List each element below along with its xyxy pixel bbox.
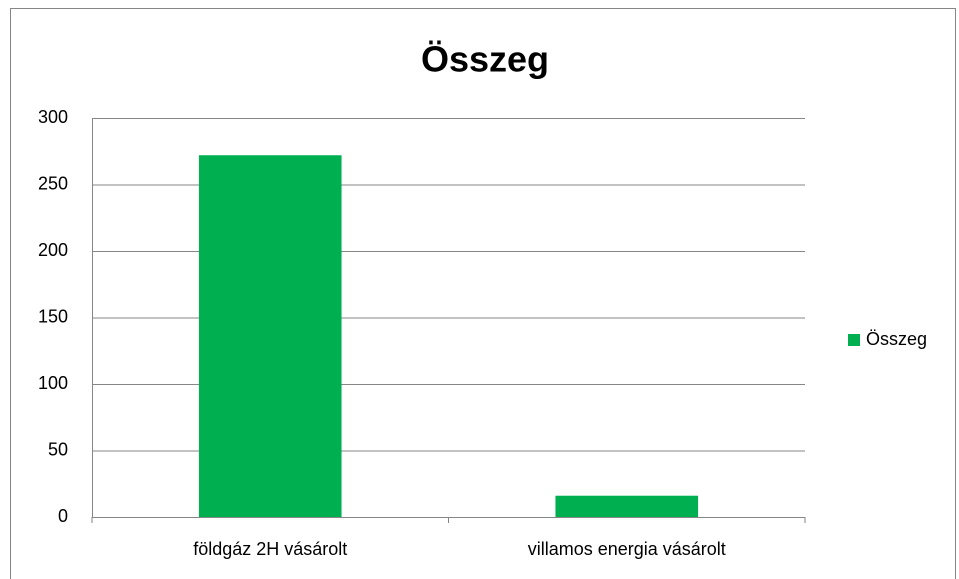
y-tick-label: 100 — [38, 373, 68, 393]
y-tick-label: 0 — [58, 506, 68, 526]
y-tick-label: 150 — [38, 306, 68, 326]
y-tick-label: 250 — [38, 173, 68, 193]
y-tick-label: 50 — [48, 439, 68, 459]
y-tick-label: 200 — [38, 240, 68, 260]
legend-swatch — [848, 334, 860, 346]
chart-title: Összeg — [421, 39, 549, 80]
bar — [198, 155, 342, 518]
y-tick-label: 300 — [38, 107, 68, 127]
x-tick-label: villamos energia vásárolt — [528, 539, 726, 559]
legend-label: Összeg — [866, 329, 927, 349]
x-tick-label: földgáz 2H vásárolt — [193, 539, 347, 559]
chart-border — [10, 8, 956, 579]
bar — [555, 495, 699, 517]
